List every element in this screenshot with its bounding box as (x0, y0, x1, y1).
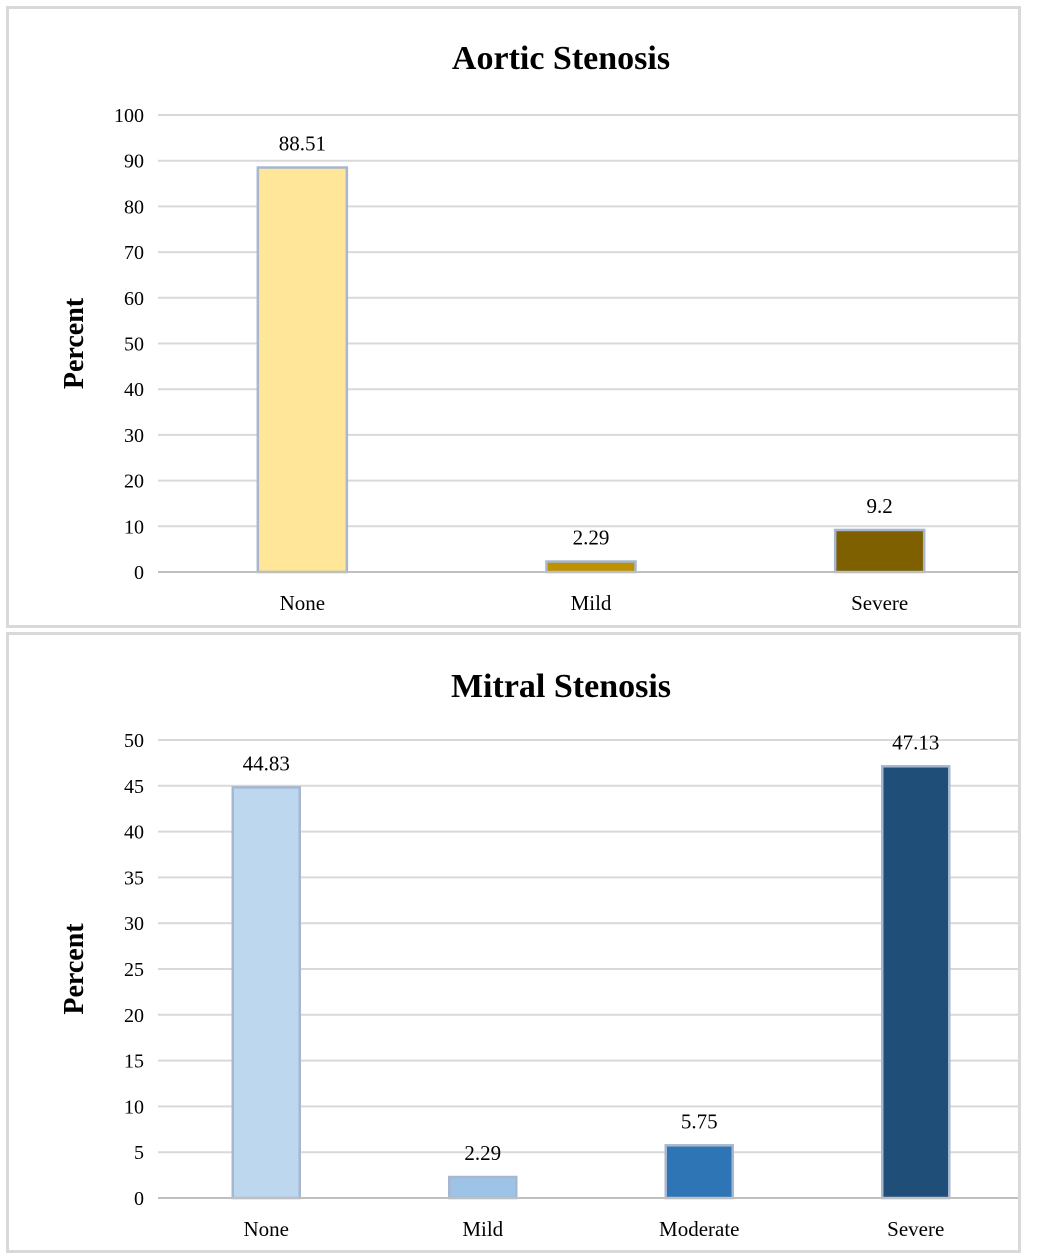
chart1-y-tick-label: 30 (124, 913, 144, 935)
chart0-y-axis-label: Percent (59, 297, 90, 389)
chart1-chart-title: Mitral Stenosis (451, 668, 671, 705)
chart1-y-tick-label: 35 (124, 867, 144, 889)
chart0-bar-none (256, 166, 349, 574)
chart1-category-label-none: None (244, 1217, 290, 1241)
chart1-y-tick-label: 10 (124, 1096, 144, 1118)
chart0-category-label-none: None (280, 591, 326, 615)
mitral-stenosis-chart-panel: Mitral Stenosis Percent 0 5 10 15 20 25 30 35 40 45… (6, 632, 1021, 1253)
chart1-bar-moderate (664, 1144, 734, 1200)
chart1-bar-severe (881, 765, 951, 1200)
chart1-data-label-none: 44.83 (243, 751, 290, 775)
aortic-stenosis-chart-panel: Aortic Stenosis Percent 0 10 20 30 40 50 60 70 80 9… (6, 6, 1021, 628)
aortic-stenosis-chart: Aortic Stenosis Percent 0 10 20 30 40 50 60 70 80 9… (59, 40, 1018, 615)
chart1-y-tick-label: 25 (124, 959, 144, 981)
chart0-y-tick-label: 40 (124, 379, 144, 401)
chart0-y-tick-label: 80 (124, 196, 144, 218)
chart0-data-label-none: 88.51 (279, 132, 326, 156)
chart0-y-tick-label: 20 (124, 471, 144, 493)
chart0-bar-severe (833, 528, 926, 574)
chart0-y-tick-label: 0 (134, 562, 144, 584)
chart1-y-tick-label: 50 (124, 730, 144, 752)
chart1-y-tick-label: 20 (124, 1005, 144, 1027)
chart0-bar-mild (545, 560, 637, 574)
chart1-data-label-moderate: 5.75 (681, 1109, 718, 1133)
chart0-y-tick-label: 60 (124, 288, 144, 310)
chart1-y-tick-label: 45 (124, 776, 144, 798)
chart1-y-tick-label: 5 (134, 1142, 144, 1164)
chart1-y-tick-label: 0 (134, 1188, 144, 1210)
chart0-y-tick-label: 100 (114, 105, 144, 127)
chart1-data-label-severe: 47.13 (892, 730, 939, 754)
chart0-data-label-severe: 9.2 (867, 494, 893, 518)
chart1-y-tick-label: 15 (124, 1051, 144, 1073)
chart1-bar-mild (448, 1175, 518, 1200)
chart1-category-label-mild: Mild (462, 1217, 503, 1241)
chart1-y-tick-label: 40 (124, 822, 144, 844)
chart0-y-tick-label: 10 (124, 516, 144, 538)
mitral-stenosis-chart: Mitral Stenosis Percent 0 5 10 15 20 25 30 35 40 45… (59, 668, 1018, 1241)
chart0-chart-title: Aortic Stenosis (452, 40, 670, 77)
chart0-y-tick-label: 30 (124, 425, 144, 447)
chart0-data-label-mild: 2.29 (573, 526, 610, 550)
chart0-category-label-mild: Mild (571, 591, 612, 615)
chart1-bar-none (231, 786, 301, 1200)
chart1-y-axis-label: Percent (59, 923, 90, 1015)
chart1-category-label-severe: Severe (887, 1217, 944, 1241)
chart0-y-tick-label: 50 (124, 334, 144, 356)
chart1-category-label-moderate: Moderate (659, 1217, 739, 1241)
chart1-data-label-mild: 2.29 (464, 1141, 501, 1165)
chart0-y-tick-label: 70 (124, 242, 144, 264)
chart0-y-tick-label: 90 (124, 151, 144, 173)
chart0-category-label-severe: Severe (851, 591, 908, 615)
